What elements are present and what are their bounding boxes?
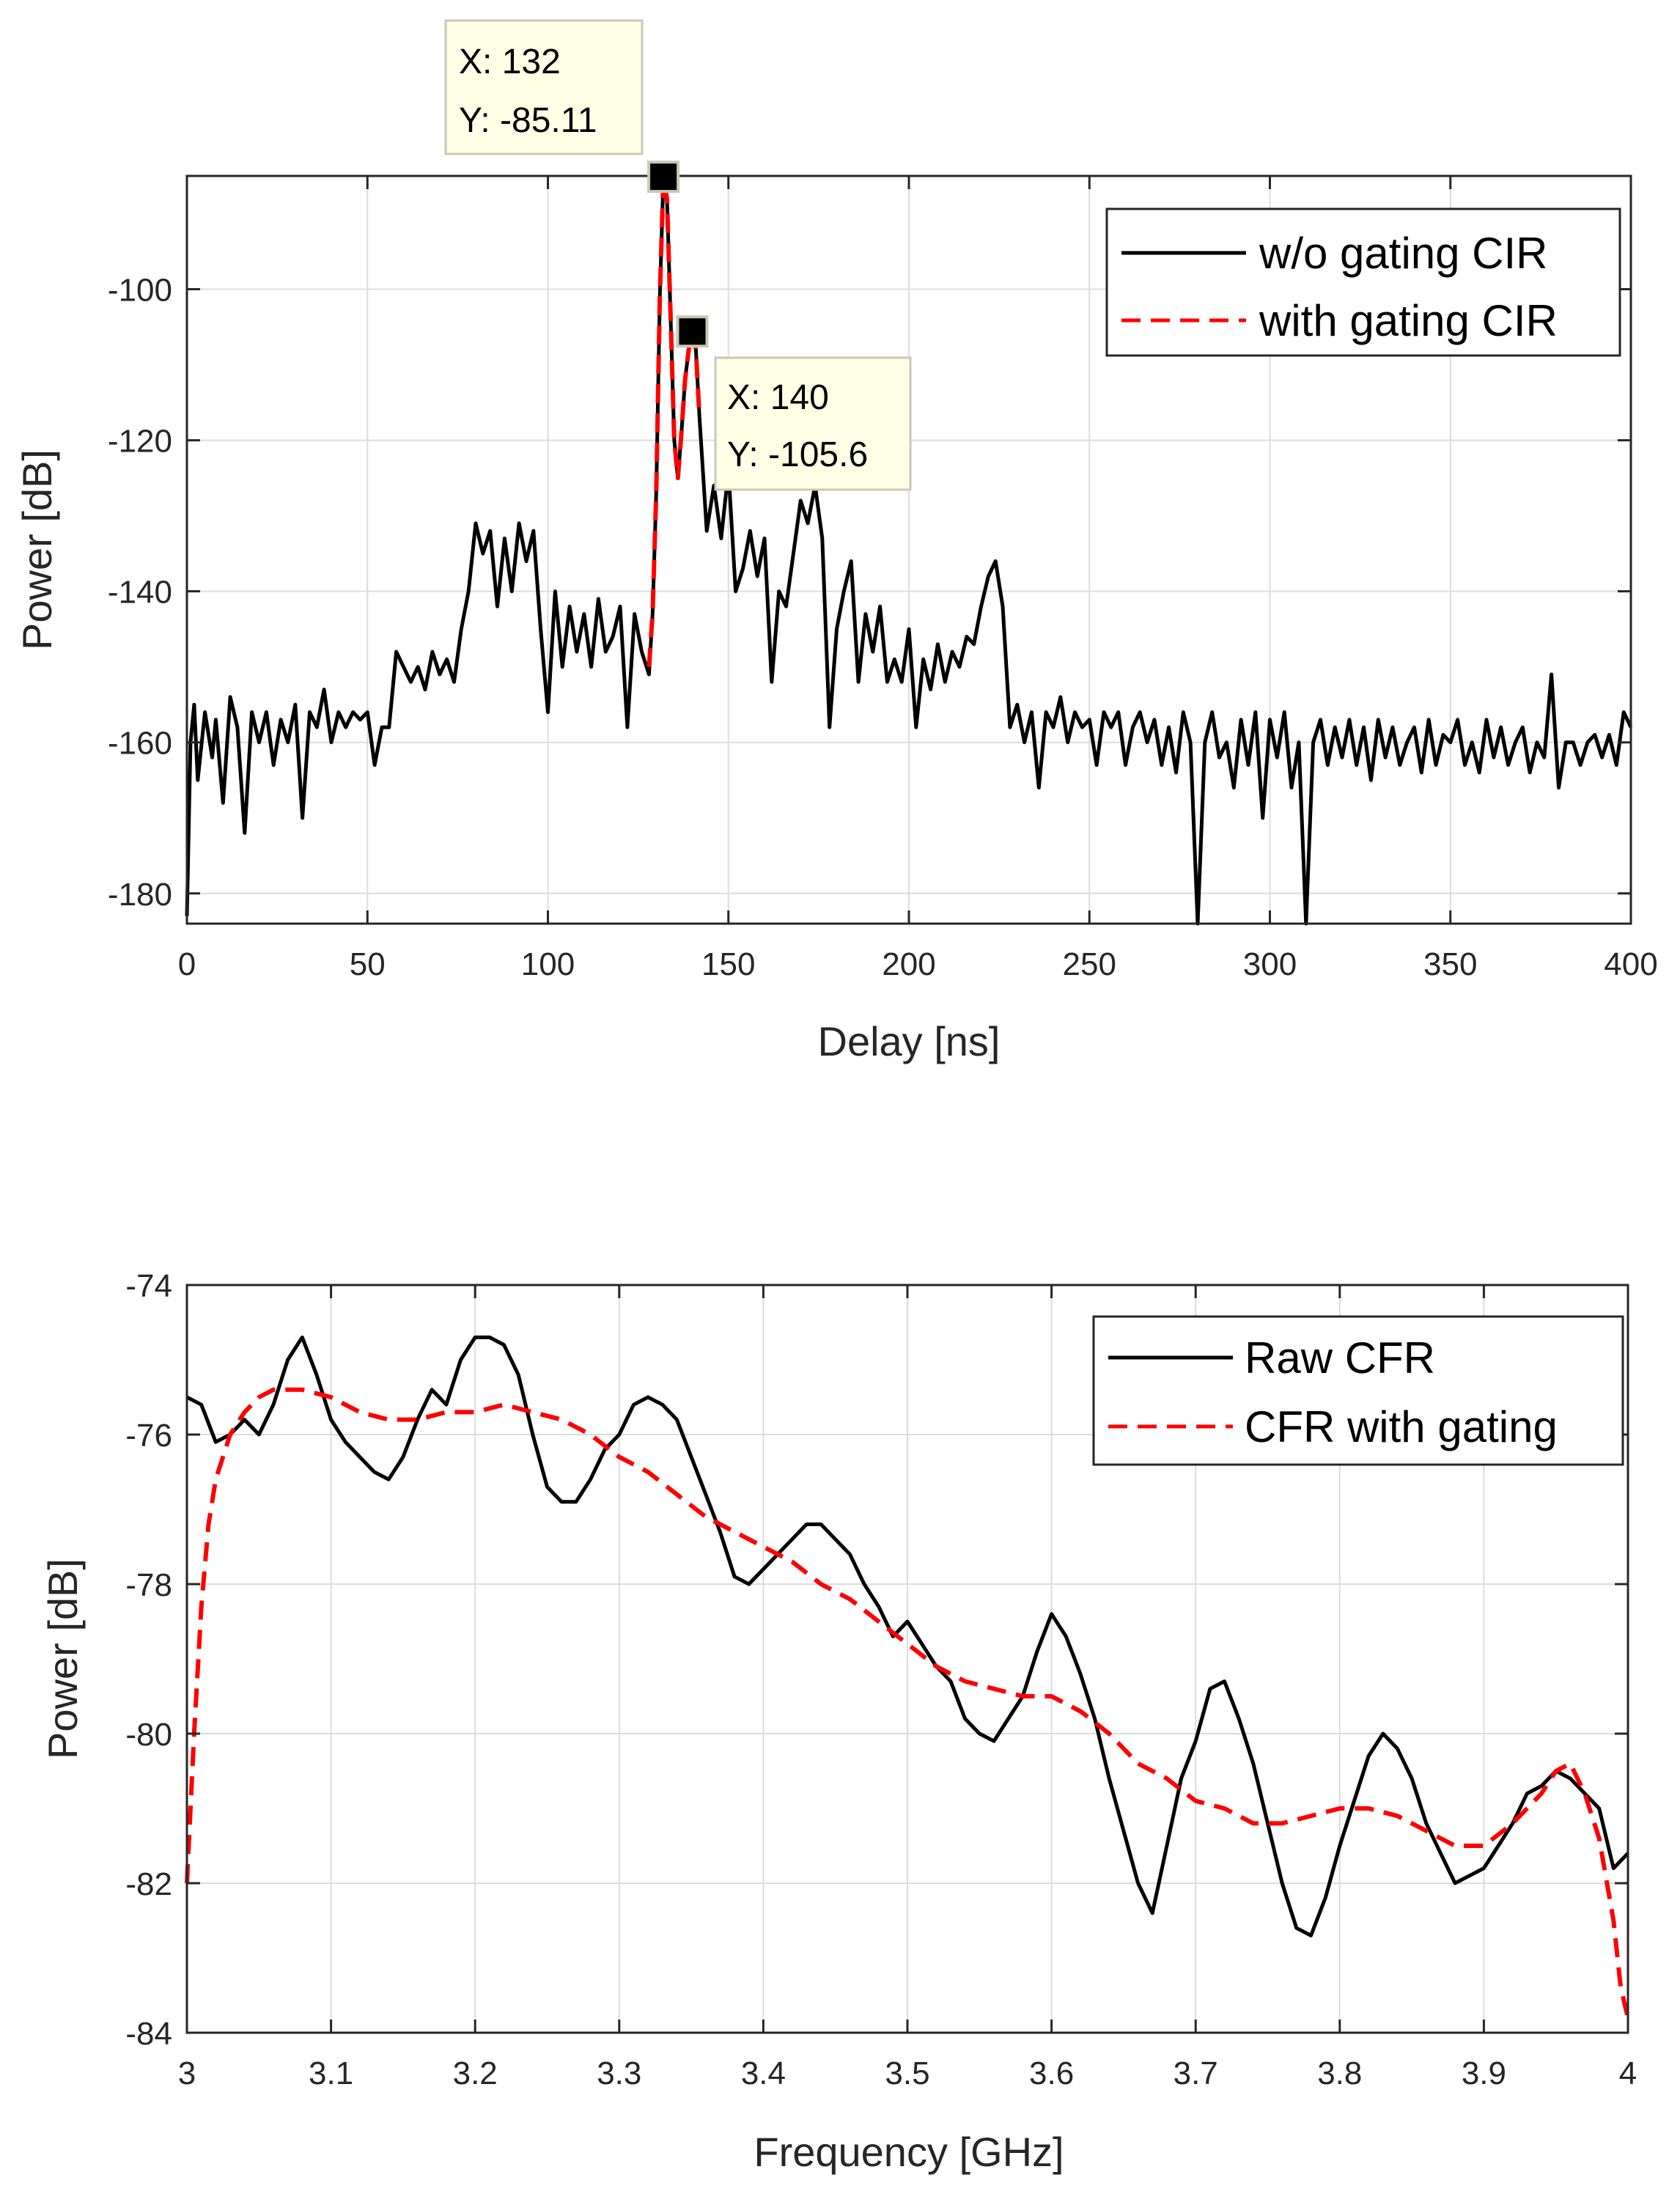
cir-xtick-label: 400 [1604, 946, 1657, 982]
cfr-xlabel: Frequency [GHz] [754, 2129, 1064, 2175]
cir-xtick-label: 300 [1243, 946, 1297, 982]
cir-datatip-2-box [714, 356, 912, 491]
cfr-ytick-label: -76 [125, 1418, 172, 1454]
cfr-ytick-label: -80 [125, 1717, 172, 1753]
cir-datatip-1-x: X: 132 [459, 43, 561, 81]
cir-xtick-label: 250 [1063, 946, 1116, 982]
cfr-legend-label-1: Raw CFR [1245, 1333, 1435, 1383]
cir-datatip-1-marker [647, 161, 680, 194]
cfr-xtick-label: 3.9 [1462, 2055, 1506, 2091]
cir-xtick-label: 0 [178, 946, 196, 982]
cfr-legend-box [1092, 1315, 1624, 1466]
cfr-xtick-label: 4 [1619, 2055, 1637, 2091]
cfr-xtick-label: 3.1 [309, 2055, 353, 2091]
cfr-series-1-line [185, 1335, 1629, 1937]
cfr-xtick-label: 3.7 [1174, 2055, 1218, 2091]
cir-ticks: 0 50 100 150 200 250 300 350 400 -180 -160 -140 -120… [108, 176, 1658, 982]
cir-ytick-label: -180 [108, 877, 172, 913]
cfr-legend-label-2: CFR with gating [1245, 1402, 1558, 1451]
cir-series-2-line [646, 174, 702, 667]
cir-datatip-2-y: Y: -105.6 [727, 435, 868, 474]
cir-ytick-label: -100 [108, 273, 172, 309]
cir-xtick-label: 150 [701, 946, 755, 982]
cfr-ticks: 3 3.1 3.2 3.3 3.4 3.5 3.6 3.7 3.8 3.9 4 -84 -82 -80 -7… [125, 1268, 1637, 2091]
cfr-legend: Raw CFR CFR with gating [1092, 1315, 1624, 1466]
cir-series-1-line [185, 174, 1633, 926]
cir-ytick-label: -140 [108, 575, 172, 611]
cir-datatip-2: X: 140 Y: -105.6 [676, 315, 912, 491]
cir-legend-label-2: with gating CIR [1259, 296, 1558, 345]
cir-xtick-label: 200 [882, 946, 935, 982]
cir-datatip-1-y: Y: -85.11 [459, 101, 597, 140]
cir-legend: w/o gating CIR with gating CIR [1105, 207, 1621, 357]
cfr-ylabel: Power [dB] [40, 1558, 86, 1759]
cir-ytick-label: -160 [108, 726, 172, 762]
cir-legend-label-1: w/o gating CIR [1259, 229, 1548, 278]
cir-xlabel: Delay [ns] [818, 1018, 1001, 1064]
cfr-ytick-label: -82 [125, 1866, 172, 1902]
cfr-xtick-label: 3.3 [597, 2055, 641, 2091]
cir-xtick-label: 350 [1423, 946, 1477, 982]
cir-chart: 0 50 100 150 200 250 300 350 400 -180 -160 -140 -120… [14, 19, 1658, 1064]
cir-xtick-label: 50 [350, 946, 386, 982]
cir-datatip-1: X: 132 Y: -85.11 [444, 19, 680, 194]
cir-datatip-1-box [444, 19, 644, 155]
cfr-grid [187, 1285, 1628, 2033]
cir-datatip-2-x: X: 140 [727, 378, 829, 417]
cfr-ytick-label: -78 [125, 1567, 172, 1603]
cfr-xtick-label: 3.6 [1029, 2055, 1074, 2091]
cfr-xtick-label: 3 [178, 2055, 196, 2091]
cfr-xtick-label: 3.5 [885, 2055, 929, 2091]
cfr-series [185, 1335, 1630, 2019]
cir-xtick-label: 100 [521, 946, 575, 982]
cir-ytick-label: -120 [108, 424, 172, 460]
cfr-ytick-label: -74 [125, 1268, 172, 1304]
cir-legend-box [1105, 207, 1621, 357]
cfr-xtick-label: 3.8 [1317, 2055, 1362, 2091]
cfr-xtick-label: 3.4 [741, 2055, 786, 2091]
cfr-series-2-line [185, 1387, 1630, 2019]
cfr-xtick-label: 3.2 [453, 2055, 498, 2091]
cir-datatip-2-marker [676, 315, 709, 348]
cir-ylabel: Power [dB] [14, 449, 60, 650]
cfr-ytick-label: -84 [125, 2016, 172, 2052]
cfr-chart: 3 3.1 3.2 3.3 3.4 3.5 3.6 3.7 3.8 3.9 4 -84 -82 -80 -7… [40, 1268, 1637, 2175]
cir-series [185, 174, 1633, 926]
